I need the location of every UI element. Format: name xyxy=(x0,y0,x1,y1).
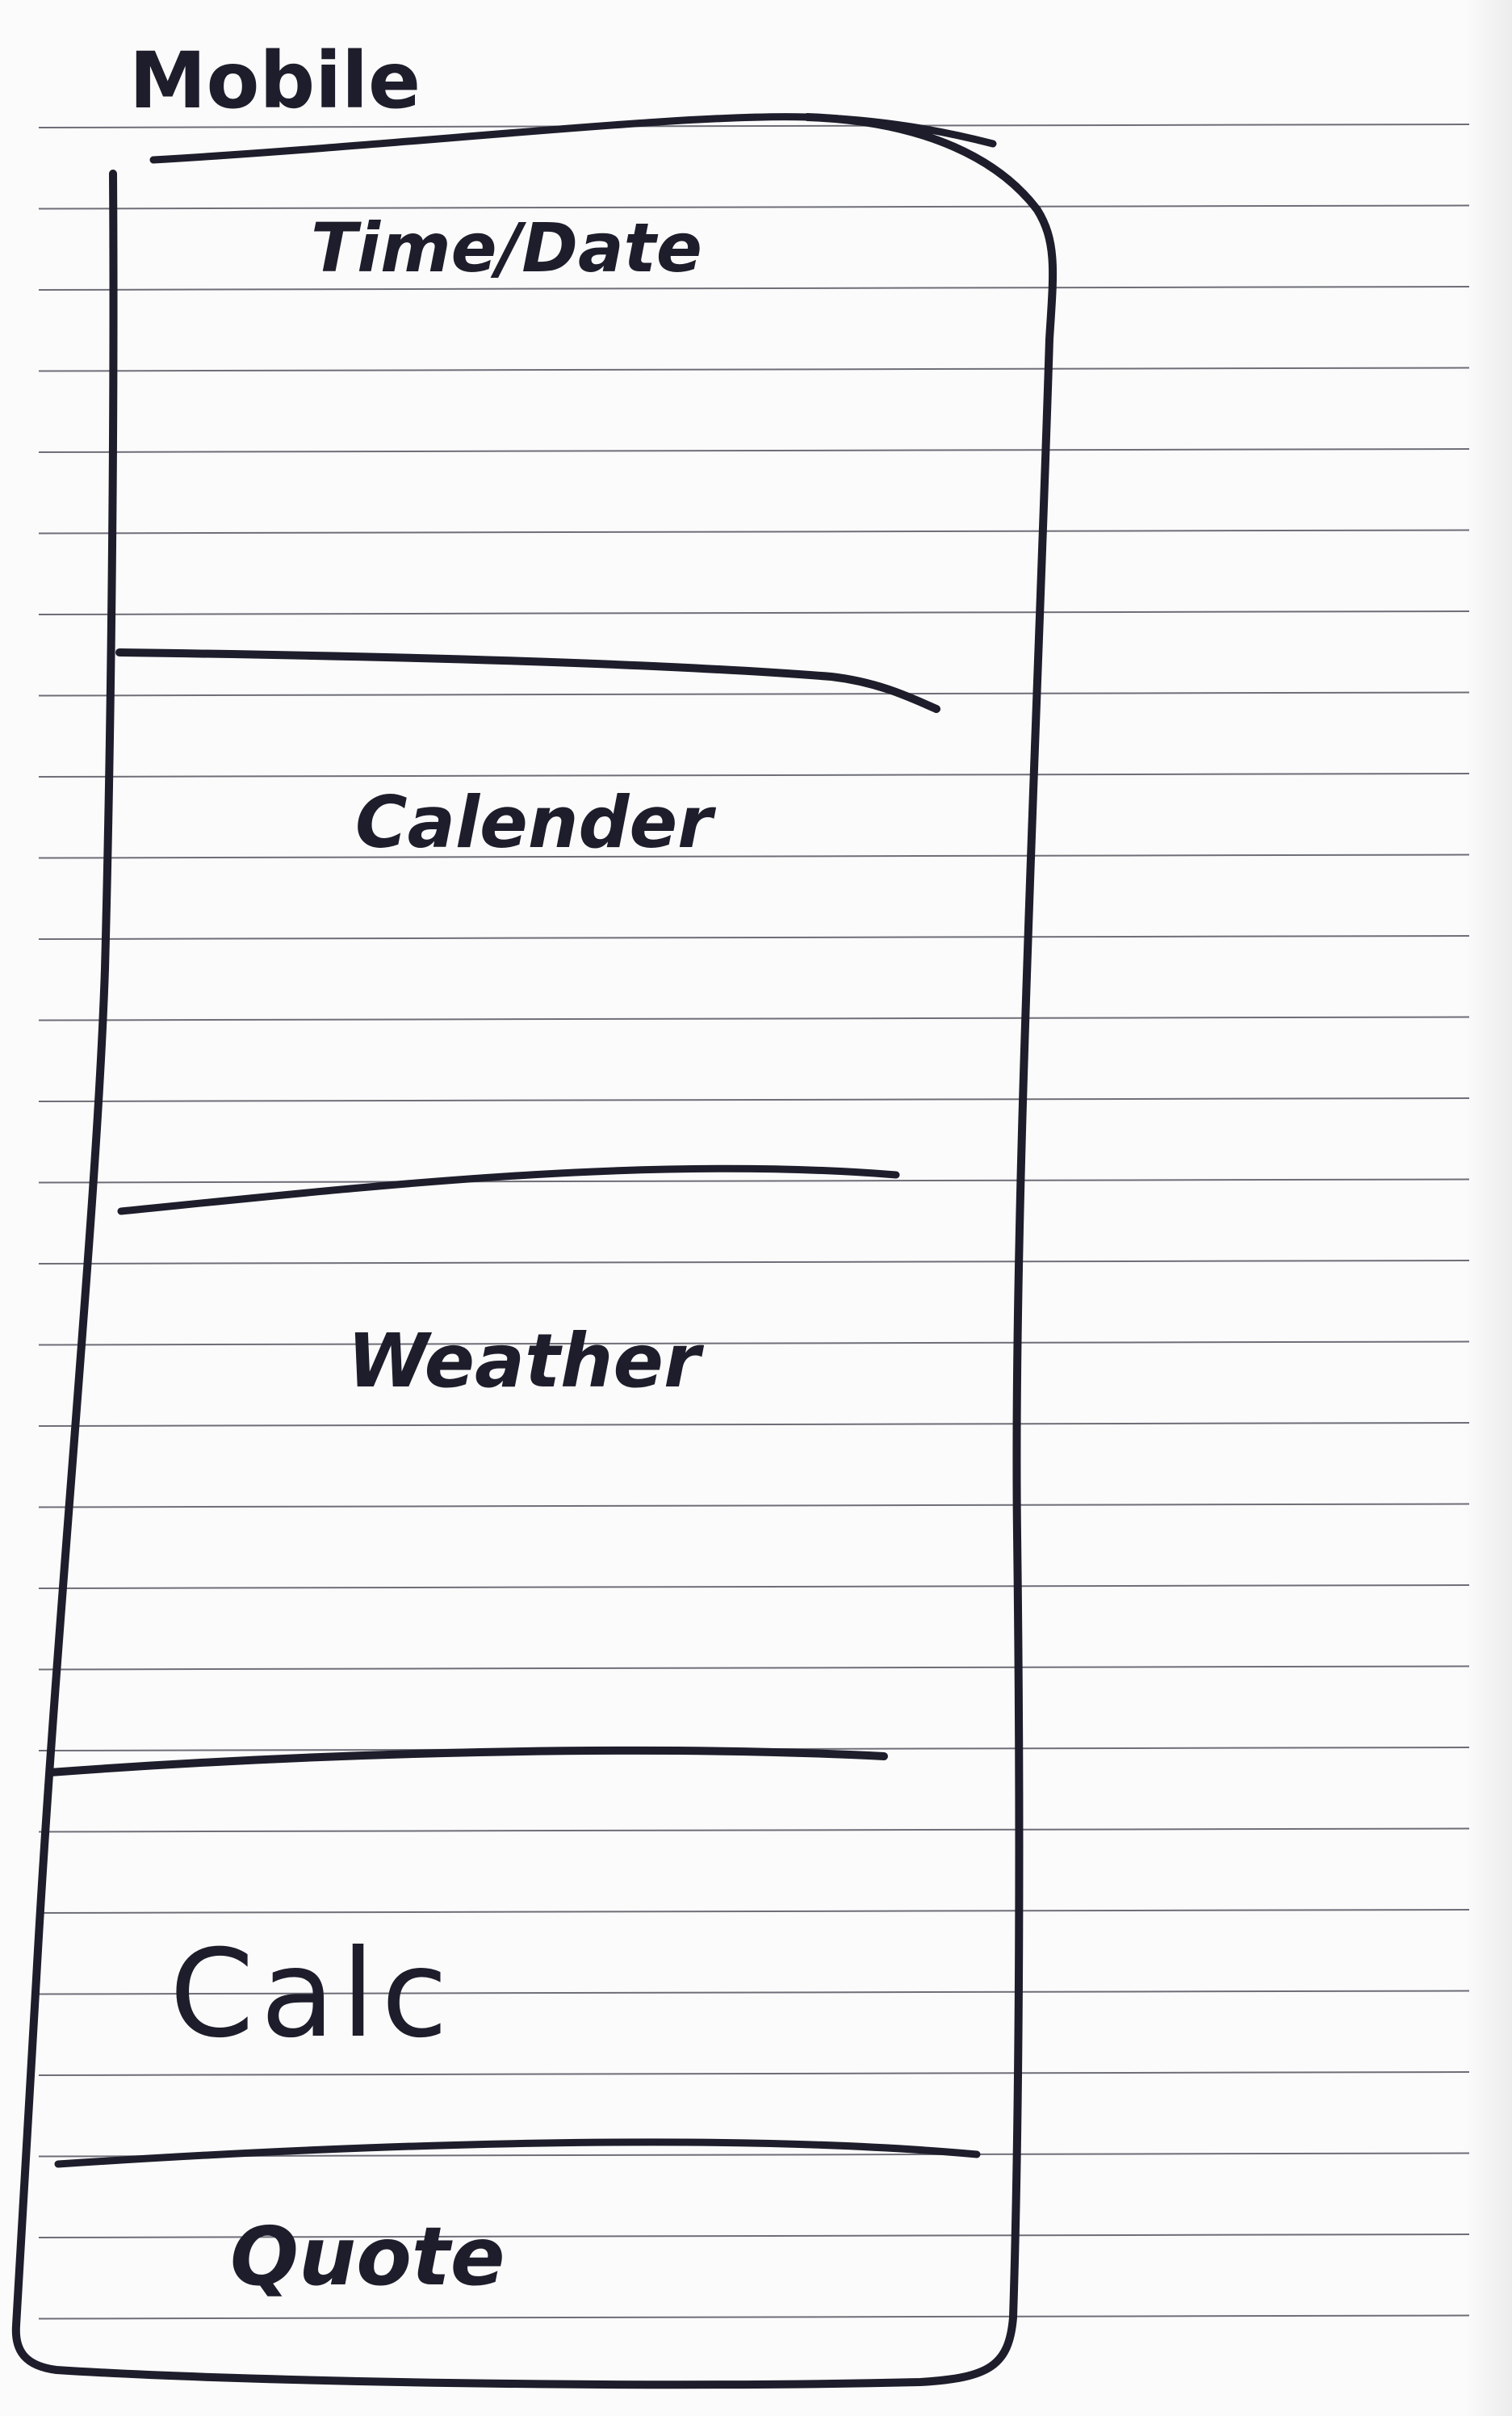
ruled-line xyxy=(38,529,1470,535)
sketch-title: Mobile xyxy=(129,36,421,126)
ruled-line xyxy=(38,773,1470,778)
section-label-quote: Quote xyxy=(230,2209,505,2304)
section-label-time-date: Time/Date xyxy=(311,208,702,287)
ruled-line xyxy=(38,286,1470,291)
ruled-line xyxy=(38,854,1470,859)
ruled-line xyxy=(38,1097,1470,1102)
ruled-line xyxy=(38,1503,1470,1508)
section-label-weather: Weather xyxy=(347,1318,701,1404)
ruled-line xyxy=(38,367,1470,372)
divider-calc-quote xyxy=(54,2138,981,2168)
section-label-calc: Calc xyxy=(170,1924,454,2065)
ruled-line xyxy=(38,1340,1470,1346)
ruled-lines xyxy=(38,124,1470,2320)
ruled-line xyxy=(38,448,1470,453)
ruled-line xyxy=(38,1584,1470,1589)
ruled-line xyxy=(38,1016,1470,1021)
ruled-line xyxy=(38,2314,1470,2320)
divider-calendar-weather xyxy=(117,1164,900,1215)
title-underline xyxy=(149,113,997,164)
ruled-line xyxy=(38,691,1470,697)
ruled-line xyxy=(38,610,1470,615)
ruled-line xyxy=(38,124,1470,128)
ruled-line xyxy=(38,1827,1470,1833)
ruled-line xyxy=(38,1665,1470,1671)
ruled-line xyxy=(38,2071,1470,2076)
ruled-line xyxy=(38,1178,1470,1184)
ruled-line xyxy=(38,204,1470,210)
section-label-calendar: Calender xyxy=(355,781,713,864)
ruled-line xyxy=(38,2234,1470,2238)
ruled-line xyxy=(38,935,1470,940)
ruled-line xyxy=(38,1260,1470,1265)
phone-frame-outline xyxy=(11,113,1058,2389)
divider-time-calendar xyxy=(115,648,940,713)
ruled-line xyxy=(38,1422,1470,1427)
ruled-line xyxy=(38,1990,1470,1995)
ruled-line xyxy=(38,1909,1470,1914)
ruled-line xyxy=(38,2152,1470,2158)
page-edge-shadow xyxy=(1464,0,1512,2416)
divider-weather-calc xyxy=(46,1746,888,1776)
